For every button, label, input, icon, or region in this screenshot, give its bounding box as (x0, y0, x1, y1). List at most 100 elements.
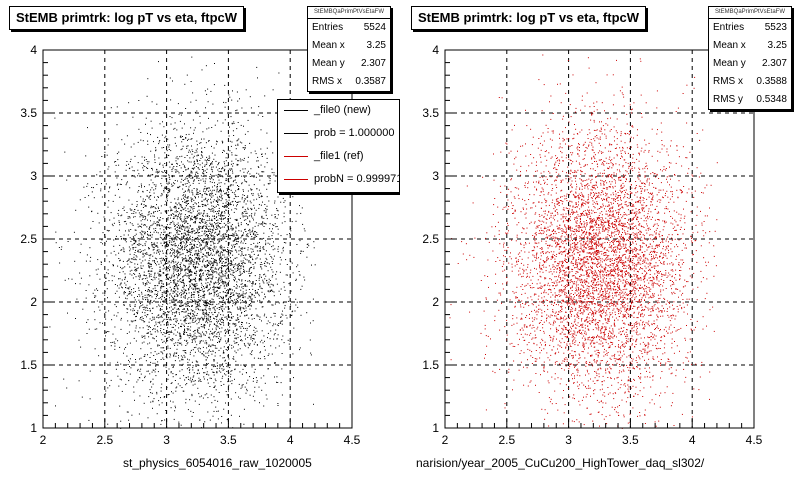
scatter-point (163, 272, 165, 274)
scatter-point (234, 264, 236, 266)
scatter-point (303, 276, 305, 278)
scatter-point (247, 247, 249, 249)
scatter-point (225, 349, 227, 350)
scatter-point (149, 191, 151, 193)
scatter-point (220, 371, 222, 373)
scatter-point (206, 312, 208, 314)
scatter-point (222, 357, 224, 359)
scatter-point (170, 290, 172, 292)
scatter-point (173, 281, 175, 282)
scatter-point (157, 249, 158, 251)
scatter-point (206, 168, 208, 170)
scatter-point (252, 227, 254, 229)
scatter-point (88, 284, 90, 286)
scatter-point (190, 312, 192, 314)
scatter-point (277, 228, 279, 230)
scatter-point (184, 332, 185, 334)
scatter-point (224, 206, 226, 208)
scatter-point (197, 332, 199, 334)
scatter-point (215, 228, 217, 230)
scatter-point (150, 189, 152, 191)
scatter-point (227, 292, 229, 294)
scatter-point (224, 360, 226, 362)
scatter-point (96, 273, 98, 275)
scatter-point (131, 294, 133, 296)
scatter-point (208, 265, 209, 266)
scatter-point (205, 241, 207, 242)
scatter-point (144, 321, 146, 323)
scatter-point (234, 323, 236, 325)
scatter-point (160, 347, 162, 349)
scatter-point (107, 387, 109, 389)
scatter-point (184, 157, 186, 158)
scatter-point (271, 276, 273, 278)
scatter-point (160, 280, 162, 282)
scatter-point (135, 239, 137, 241)
scatter-point (252, 250, 254, 252)
scatter-point (187, 269, 189, 271)
scatter-point (118, 188, 119, 190)
scatter-point (169, 299, 171, 301)
scatter-point (202, 175, 204, 177)
scatter-point (184, 239, 186, 241)
scatter-point (139, 214, 141, 216)
scatter-point (126, 411, 128, 413)
scatter-point (198, 327, 200, 329)
scatter-point (185, 233, 187, 235)
scatter-point (181, 359, 183, 361)
scatter-point (107, 423, 109, 425)
scatter-point (188, 186, 190, 188)
scatter-point (198, 257, 200, 259)
scatter-point (175, 305, 177, 307)
scatter-point (147, 233, 148, 235)
scatter-point (163, 286, 165, 288)
scatter-point (126, 312, 128, 314)
scatter-point (196, 217, 198, 219)
scatter-point (142, 304, 144, 306)
scatter-point (265, 212, 267, 214)
scatter-point (230, 250, 232, 252)
scatter-point (118, 278, 119, 280)
scatter-point (152, 318, 154, 320)
scatter-point (169, 353, 171, 355)
scatter-point (242, 263, 243, 265)
scatter-point (250, 298, 252, 300)
scatter-point (229, 367, 231, 369)
scatter-point (194, 195, 196, 197)
scatter-point (151, 242, 153, 243)
scatter-point (185, 220, 187, 222)
scatter-point (176, 169, 178, 171)
scatter-point (181, 198, 183, 200)
scatter-point (200, 219, 202, 221)
scatter-point (270, 316, 272, 318)
scatter-point (299, 274, 301, 276)
scatter-point (176, 231, 178, 233)
scatter-point (175, 206, 177, 208)
scatter-point (185, 238, 187, 240)
scatter-point (242, 168, 244, 170)
scatter-point (249, 261, 251, 263)
scatter-point (179, 377, 181, 379)
scatter-point (274, 376, 275, 378)
scatter-point (228, 188, 230, 190)
scatter-point (176, 129, 178, 131)
scatter-point (213, 286, 215, 288)
scatter-point (167, 277, 169, 279)
scatter-point (130, 301, 132, 303)
scatter-point (197, 255, 199, 257)
scatter-point (55, 231, 57, 233)
scatter-point (178, 228, 180, 229)
scatter-point (185, 398, 187, 400)
scatter-point (275, 226, 277, 228)
scatter-point (199, 122, 201, 124)
scatter-point (181, 344, 183, 346)
scatter-point (141, 215, 143, 217)
scatter-point (219, 355, 221, 357)
scatter-point (170, 354, 171, 356)
scatter-point (259, 352, 261, 354)
scatter-point (208, 262, 209, 264)
scatter-point (221, 301, 223, 303)
scatter-point (233, 192, 235, 194)
scatter-point (206, 363, 207, 365)
scatter-point (227, 302, 229, 304)
